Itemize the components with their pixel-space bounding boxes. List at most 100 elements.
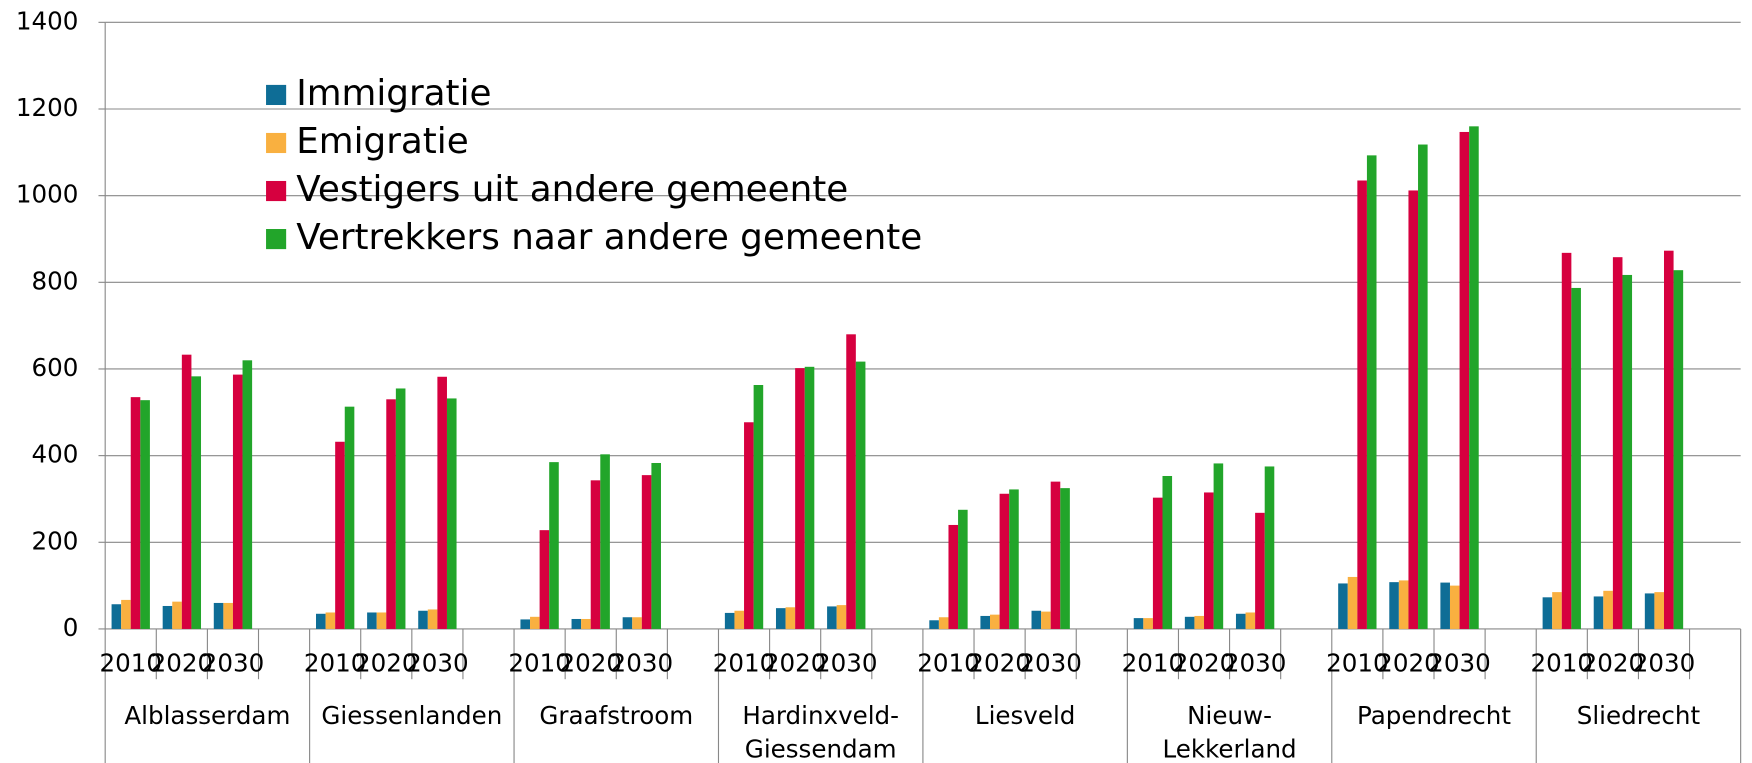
- bar: [232, 374, 243, 629]
- bar: [1644, 593, 1655, 629]
- group-label: Sliedrecht: [1577, 701, 1701, 730]
- x-tick-label: 2030: [406, 649, 469, 678]
- bar: [632, 617, 642, 629]
- bar: [1603, 590, 1613, 629]
- x-tick-label: 2010: [1122, 649, 1185, 678]
- bar: [1041, 611, 1051, 629]
- bar: [1060, 488, 1070, 629]
- bar: [855, 361, 866, 629]
- bar: [1152, 497, 1163, 629]
- x-tick-label: 2020: [1377, 649, 1440, 678]
- bar: [1561, 252, 1572, 629]
- bar: [651, 462, 661, 629]
- bar: [130, 397, 141, 629]
- y-tick-label: 1000: [16, 180, 79, 209]
- bar: [958, 509, 968, 629]
- bar: [938, 617, 949, 629]
- bar: [162, 605, 173, 629]
- group-label-line: Lekkerland: [1162, 735, 1296, 763]
- bar: [641, 475, 652, 629]
- bar: [1398, 580, 1409, 629]
- y-tick-label: 600: [31, 353, 78, 382]
- bar: [581, 618, 591, 629]
- x-tick-label: 2020: [968, 649, 1031, 678]
- bar: [539, 530, 550, 629]
- bar: [1389, 582, 1399, 629]
- bar: [980, 615, 990, 629]
- bar: [846, 334, 856, 629]
- bar: [795, 368, 805, 629]
- x-tick-label: 2010: [508, 649, 571, 678]
- bar: [223, 602, 233, 629]
- bar: [1031, 610, 1042, 629]
- bar: [1213, 463, 1224, 629]
- bar: [827, 606, 837, 629]
- bar: [600, 454, 610, 629]
- x-tick-label: 2020: [151, 649, 214, 678]
- bar: [386, 399, 396, 629]
- y-tick-label: 1200: [16, 93, 79, 122]
- bar: [446, 398, 457, 629]
- x-tick-label: 2020: [559, 649, 622, 678]
- bar: [785, 607, 796, 629]
- bar: [530, 616, 540, 629]
- group-label: Giessenlanden: [321, 701, 502, 730]
- legend-label: Immigratie: [296, 73, 491, 114]
- bar: [1571, 287, 1581, 629]
- legend-label: Vertrekkers naar andere gemeente: [296, 217, 922, 258]
- bar: [1408, 190, 1419, 629]
- x-tick-label: 2030: [1633, 649, 1696, 678]
- bar: [376, 612, 387, 629]
- bar: [1133, 618, 1144, 629]
- bar: [172, 601, 182, 629]
- x-tick-label: 2030: [611, 649, 674, 678]
- x-tick-label: 2030: [202, 649, 265, 678]
- x-tick-label: 2020: [1582, 649, 1645, 678]
- bar: [1440, 582, 1450, 629]
- bar: [744, 422, 754, 629]
- bar: [724, 612, 735, 629]
- group-label: Alblasserdam: [124, 701, 290, 730]
- bar: [395, 388, 406, 629]
- bar: [734, 610, 745, 629]
- bar: [1612, 257, 1623, 629]
- bar: [242, 360, 253, 629]
- bar: [989, 614, 1000, 629]
- bar: [1552, 592, 1562, 629]
- group-label: Graafstroom: [539, 701, 693, 730]
- x-tick-label: 2030: [1019, 649, 1082, 678]
- bar: [1542, 597, 1553, 629]
- bar: [181, 354, 192, 629]
- group-label: Liesveld: [975, 701, 1075, 730]
- bar: [590, 480, 601, 629]
- x-tick-label: 2010: [1326, 649, 1389, 678]
- y-tick-label: 200: [31, 526, 78, 555]
- bar: [1449, 585, 1460, 629]
- bar: [753, 385, 764, 629]
- bar: [427, 609, 438, 629]
- bar: [571, 618, 582, 629]
- group-label: Papendrecht: [1357, 701, 1511, 730]
- bar: [1366, 155, 1377, 629]
- x-tick-label: 2030: [1224, 649, 1287, 678]
- bar: [1622, 274, 1633, 629]
- bar: [418, 610, 428, 629]
- bar: [335, 441, 345, 629]
- x-tick-label: 2010: [99, 649, 162, 678]
- y-tick-label: 800: [31, 266, 78, 295]
- bar: [1459, 131, 1470, 629]
- bar: [1245, 612, 1256, 629]
- group-label-line: Hardinxveld-: [742, 701, 899, 730]
- bar: [344, 406, 355, 629]
- bar: [316, 613, 326, 629]
- x-tick-label: 2020: [1173, 649, 1236, 678]
- legend-label: Vestigers uit andere gemeente: [296, 169, 848, 210]
- bar: [1654, 592, 1664, 629]
- bar: [1184, 616, 1195, 629]
- bar: [1194, 615, 1205, 629]
- bar: [775, 608, 786, 629]
- x-tick-label: 2010: [304, 649, 367, 678]
- bar: [1418, 144, 1428, 629]
